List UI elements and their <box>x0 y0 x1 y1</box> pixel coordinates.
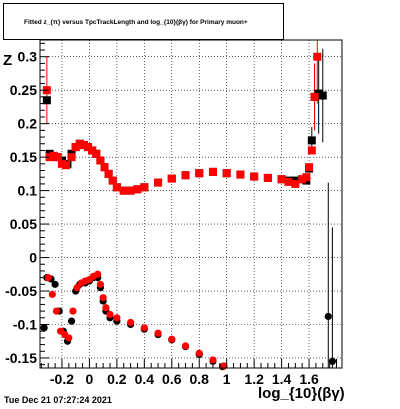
y-tick-label: 0.3 <box>18 49 38 65</box>
title-box: Fitted z_{π} versus TpcTrackLength and l… <box>3 3 284 40</box>
data-point-square <box>53 153 62 162</box>
data-point-square <box>284 177 293 186</box>
data-point-circle <box>48 290 56 298</box>
data-point-square <box>67 153 76 162</box>
data-point-circle <box>69 307 77 315</box>
data-point-circle <box>113 314 121 322</box>
data-point-square <box>298 175 307 184</box>
data-point-square <box>195 169 204 178</box>
data-point-square <box>133 185 142 194</box>
chart-title: Fitted z_{π} versus TpcTrackLength and l… <box>24 19 248 26</box>
data-point-circle <box>324 312 332 321</box>
y-tick-label: 0.1 <box>18 183 38 199</box>
data-point-square <box>181 171 190 180</box>
data-point-circle <box>168 335 176 343</box>
data-point-circle <box>67 317 76 325</box>
data-point-square <box>75 139 84 148</box>
data-point-square <box>167 174 176 183</box>
data-point-circle <box>73 284 81 292</box>
data-point-circle <box>140 324 148 332</box>
data-point-circle <box>195 349 203 357</box>
y-tick-label: 0.15 <box>10 149 37 165</box>
data-point-circle <box>52 307 61 315</box>
data-point-circle <box>181 342 190 350</box>
y-axis-label: Z <box>3 52 13 69</box>
data-point-circle <box>51 280 59 288</box>
data-point-square <box>305 163 314 172</box>
x-axis-label: log_{10}(βγ) <box>258 385 345 402</box>
data-point-square <box>313 52 322 61</box>
data-point-square <box>222 169 231 178</box>
x-tick-label: -0.2 <box>50 371 74 387</box>
y-tick-label: -0.15 <box>5 350 37 366</box>
x-tick-label: 0.6 <box>162 371 182 387</box>
timestamp: Tue Dec 21 07:27:24 2021 <box>4 395 112 405</box>
data-point-circle <box>44 274 52 282</box>
x-tick-label: 1.6 <box>299 371 319 387</box>
y-tick-label: 0.25 <box>10 82 37 98</box>
data-point-circle <box>127 318 135 327</box>
data-point-square <box>277 175 286 184</box>
data-point-square <box>108 176 117 185</box>
x-tick-label: 1.4 <box>272 371 292 387</box>
data-point-circle <box>96 280 104 288</box>
data-point-square <box>62 161 71 170</box>
data-point-circle <box>106 310 114 319</box>
y-tick-label: -0.1 <box>13 316 37 332</box>
data-point-square <box>236 170 245 179</box>
data-point-circle <box>40 324 48 332</box>
x-tick-label: 1 <box>223 371 231 387</box>
data-point-circle <box>328 357 336 365</box>
data-point-square <box>318 91 327 100</box>
data-point-circle <box>154 329 162 337</box>
data-point-square <box>307 146 316 155</box>
data-point-square <box>104 169 113 178</box>
data-point-square <box>310 92 319 101</box>
data-point-square <box>154 178 163 187</box>
axes: -0.2 0 0.2 0.4 0.6 0.8 1 1.2 1.4 1.6 -0.15 -0.1 -0.0… <box>5 39 343 387</box>
data-point-square <box>88 146 97 155</box>
grid <box>40 40 342 368</box>
data-point-square <box>250 172 259 181</box>
y-tick-label: 0.2 <box>18 116 38 132</box>
plot-area <box>40 40 342 368</box>
x-tick-label: 0.2 <box>107 371 127 387</box>
x-tick-label: 1.2 <box>244 371 264 387</box>
data-point-square <box>119 186 128 195</box>
data-point-square <box>100 163 109 172</box>
data-point-square <box>307 136 316 145</box>
data-point-square <box>92 149 101 158</box>
data-point-square <box>49 151 58 160</box>
data-point-square <box>126 186 135 195</box>
data-point-square <box>96 156 105 165</box>
x-tick-label: 0 <box>86 371 94 387</box>
data-point-circle <box>99 294 107 302</box>
data-point-square <box>79 141 88 150</box>
data-point-circle <box>94 270 102 278</box>
data-point-square <box>57 159 66 168</box>
data-point-square <box>112 183 121 192</box>
data-point-square <box>71 143 80 152</box>
data-point-square <box>314 89 323 98</box>
data-point-circle <box>65 334 73 342</box>
x-tick-label: 0.4 <box>135 371 155 387</box>
data-point-circle <box>209 356 217 364</box>
data-point-square <box>45 153 54 162</box>
data-point-square <box>42 96 51 105</box>
data-point-square <box>302 173 311 182</box>
data-point-circle <box>102 304 110 312</box>
y-tick-label: -0.05 <box>5 283 37 299</box>
data-points <box>40 52 336 371</box>
data-point-square <box>291 179 300 188</box>
data-point-square <box>208 167 217 176</box>
data-point-square <box>263 173 272 182</box>
data-point-square <box>140 183 149 192</box>
y-tick-label: 0.05 <box>10 216 37 232</box>
data-point-square <box>84 143 93 152</box>
y-tick-label: 0 <box>29 250 37 266</box>
x-tick-label: 0.8 <box>190 371 210 387</box>
